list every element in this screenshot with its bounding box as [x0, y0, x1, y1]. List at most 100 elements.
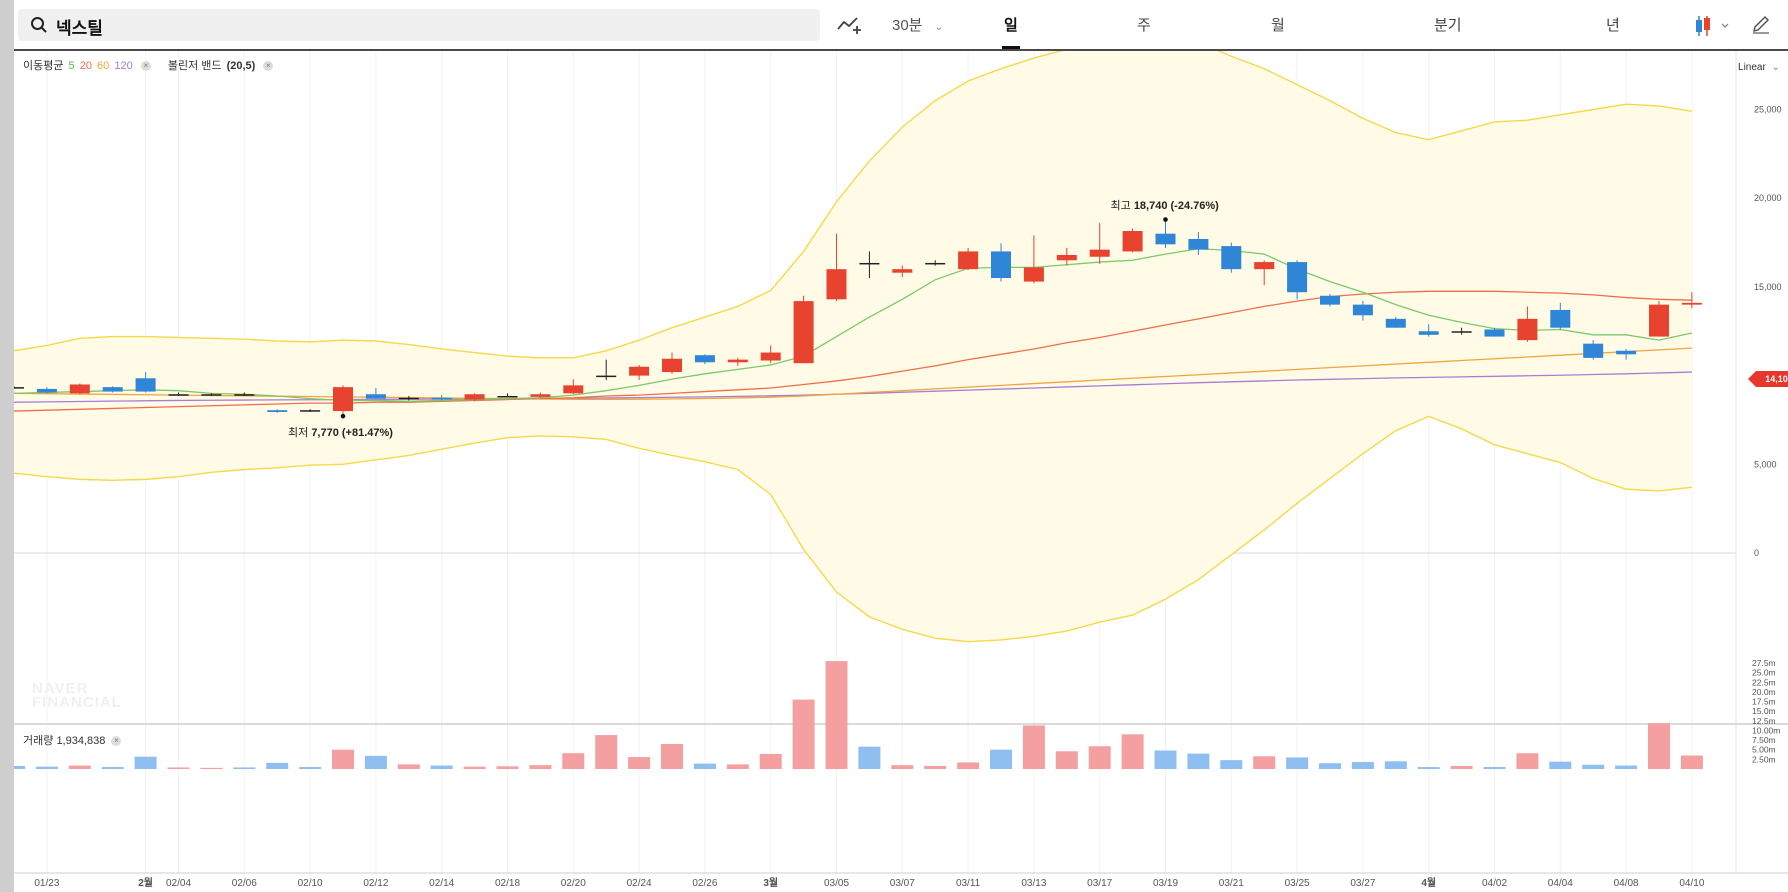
candle[interactable] [958, 251, 979, 270]
candle[interactable] [694, 355, 715, 363]
volume-bar[interactable] [1516, 753, 1539, 769]
volume-bar[interactable] [957, 762, 980, 769]
volume-bar[interactable] [529, 765, 552, 769]
candle[interactable] [859, 262, 880, 265]
volume-bar[interactable] [332, 749, 354, 769]
candle[interactable] [135, 378, 156, 392]
volume-bar[interactable] [1351, 762, 1374, 769]
volume-bar[interactable] [14, 765, 25, 769]
candle[interactable] [398, 397, 419, 400]
tab-month[interactable]: 월 [1271, 17, 1285, 34]
candle[interactable] [1550, 309, 1571, 328]
pencil-icon[interactable] [1751, 14, 1771, 34]
volume-bar[interactable] [1648, 723, 1670, 769]
volume-bar[interactable] [35, 766, 58, 769]
volume-bar[interactable] [891, 765, 914, 769]
candle[interactable] [892, 269, 913, 273]
drawing-tool-icon[interactable] [836, 14, 862, 36]
remove-ma-icon[interactable]: × [140, 61, 151, 72]
candle[interactable] [1583, 343, 1604, 358]
candle[interactable] [168, 394, 189, 396]
candle[interactable] [925, 262, 946, 265]
volume-bar[interactable] [1286, 757, 1309, 769]
volume-bar[interactable] [1253, 756, 1276, 769]
search-input[interactable]: 넥스틸 [56, 19, 103, 38]
volume-bar[interactable] [397, 764, 420, 769]
remove-volume-icon[interactable]: × [111, 736, 122, 747]
volume-bar[interactable] [364, 755, 387, 769]
volume-bar[interactable] [1121, 734, 1144, 769]
candle[interactable] [793, 301, 814, 364]
candle[interactable] [826, 269, 847, 300]
volume-bar[interactable] [792, 699, 815, 769]
candle[interactable] [1056, 254, 1077, 261]
candle[interactable] [1385, 318, 1406, 328]
volume-bar[interactable] [1187, 753, 1210, 769]
volume-bar[interactable] [562, 753, 585, 769]
volume-bar[interactable] [1582, 764, 1605, 769]
candle[interactable] [1451, 331, 1472, 333]
volume-bar[interactable] [595, 735, 618, 769]
volume-bar[interactable] [825, 661, 848, 769]
volume-bar[interactable] [463, 766, 486, 769]
candle[interactable] [991, 251, 1011, 279]
price-chart[interactable]: 30,00025,00020,00015,00010,0005,000027.5… [14, 51, 1788, 892]
candle[interactable] [1155, 233, 1176, 245]
candle[interactable] [1681, 302, 1702, 305]
candle[interactable] [1287, 262, 1308, 293]
volume-bar[interactable] [266, 762, 289, 769]
candle[interactable] [300, 410, 321, 412]
candle[interactable] [1616, 350, 1637, 355]
candle[interactable] [760, 352, 781, 361]
scale-select[interactable]: Linear ⌄ [1738, 62, 1780, 73]
candle[interactable] [102, 387, 123, 392]
candle[interactable] [1122, 231, 1143, 252]
volume-bar[interactable] [200, 767, 223, 769]
volume-bar[interactable] [167, 767, 190, 769]
candle[interactable] [365, 394, 386, 399]
volume-bar[interactable] [233, 767, 256, 769]
volume-bar[interactable] [693, 763, 716, 769]
volume-bar[interactable] [858, 746, 881, 769]
candle[interactable] [1649, 304, 1669, 337]
candle[interactable] [431, 397, 452, 400]
candle[interactable] [1352, 304, 1373, 316]
candle[interactable] [629, 366, 650, 376]
volume-bar[interactable] [628, 757, 651, 769]
candle[interactable] [1023, 267, 1044, 282]
interval-select[interactable]: 30분 ⌄ [892, 14, 943, 35]
volume-bar[interactable] [1022, 725, 1045, 769]
volume-bar[interactable] [1450, 765, 1473, 769]
candle[interactable] [596, 375, 617, 378]
volume-bar[interactable] [1417, 767, 1440, 769]
tab-week[interactable]: 주 [1137, 17, 1151, 34]
candle[interactable] [267, 410, 288, 412]
volume-bar[interactable] [430, 765, 453, 769]
volume-bar[interactable] [1680, 755, 1703, 769]
candle[interactable] [36, 388, 57, 393]
candle[interactable] [497, 396, 518, 398]
remove-bollinger-icon[interactable]: × [263, 61, 274, 72]
candle[interactable] [1089, 249, 1110, 257]
candle[interactable] [1254, 262, 1275, 270]
candle[interactable] [1517, 318, 1538, 341]
volume-bar[interactable] [1483, 767, 1506, 769]
candle[interactable] [1188, 239, 1209, 250]
volume-bar[interactable] [726, 764, 749, 769]
volume-bar[interactable] [1220, 760, 1243, 769]
volume-bar[interactable] [661, 743, 683, 769]
candle[interactable] [333, 387, 353, 412]
tab-quarter[interactable]: 분기 [1434, 17, 1462, 34]
candle[interactable] [14, 387, 24, 389]
volume-bar[interactable] [1154, 750, 1177, 769]
volume-bar[interactable] [101, 767, 124, 769]
candle[interactable] [1221, 246, 1242, 270]
volume-bar[interactable] [1549, 761, 1572, 769]
volume-bar[interactable] [68, 765, 91, 769]
volume-bar[interactable] [1384, 761, 1407, 769]
volume-bar[interactable] [990, 749, 1012, 769]
candle[interactable] [69, 384, 90, 394]
volume-bar[interactable] [299, 767, 322, 769]
volume-bar[interactable] [1615, 765, 1638, 769]
candle[interactable] [1484, 329, 1505, 337]
